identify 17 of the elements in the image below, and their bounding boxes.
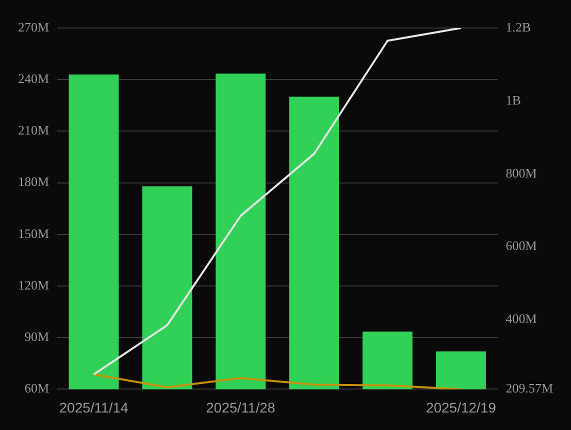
y2-tick-label: 800M xyxy=(506,165,538,180)
y-tick-label: 270M xyxy=(18,19,50,34)
y-tick-label: 150M xyxy=(18,226,50,241)
y2-tick-label: 1.2B xyxy=(506,19,531,34)
y-tick-label: 210M xyxy=(18,122,50,138)
x-tick-label: 2025/11/28 xyxy=(206,399,276,416)
y-tick-label: 90M xyxy=(24,329,50,344)
y-tick-label: 120M xyxy=(18,277,50,292)
x-tick-label: 2025/11/14 xyxy=(59,399,129,416)
y2-tick-label: 600M xyxy=(506,238,538,254)
y-tick-label: 180M xyxy=(18,174,50,190)
y2-tick-label: 1B xyxy=(506,92,522,108)
y2-tick-label: 400M xyxy=(506,311,538,326)
y-tick-label: 240M xyxy=(18,71,50,86)
y-tick-label: 60M xyxy=(24,380,50,396)
y2-tick-label: 209.57M xyxy=(506,380,554,396)
x-tick-label: 2025/12/19 xyxy=(426,399,496,416)
